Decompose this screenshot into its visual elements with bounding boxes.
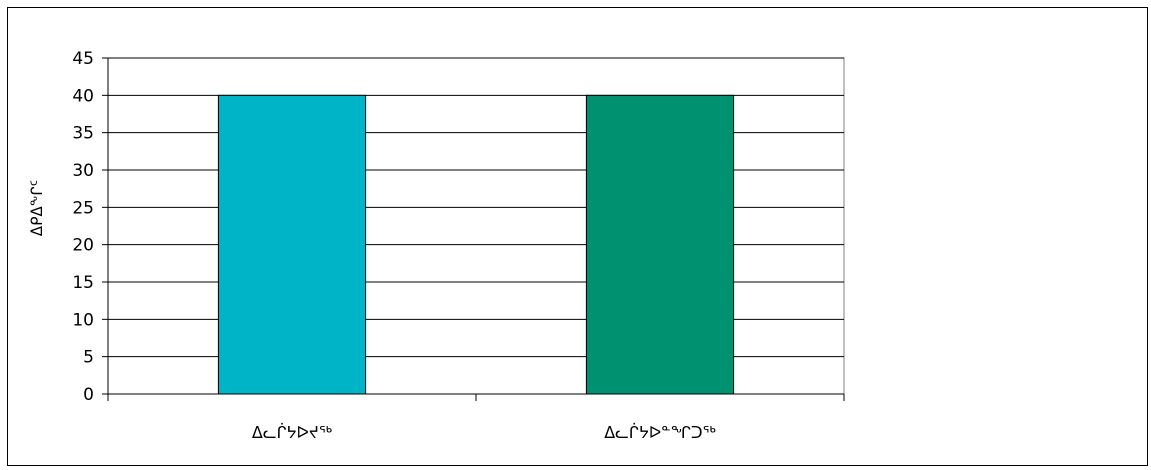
- y-tick-label: 0: [83, 385, 94, 405]
- x-category-label: ᐃᓚᒌᔭᐅᔪᖅ: [252, 423, 332, 442]
- axes: [102, 57, 845, 401]
- y-tick-label: 20: [72, 236, 94, 256]
- y-tick-labels: 0 5 10 15 20 25 30 35 40 45: [72, 49, 94, 405]
- y-tick-label: 10: [72, 310, 94, 330]
- y-tick-label: 45: [72, 49, 94, 69]
- y-tick-label: 25: [72, 198, 94, 218]
- y-tick-label: 40: [72, 86, 94, 106]
- bar-0: [217, 94, 367, 395]
- x-category-label: ᐃᓚᒌᔭᐅᓐᖏᑐᖅ: [604, 423, 716, 442]
- y-tick-label: 5: [83, 348, 94, 368]
- bars: [217, 94, 735, 395]
- y-tick-label: 30: [72, 161, 94, 181]
- y-tick-label: 35: [72, 124, 94, 144]
- bar-1: [585, 94, 735, 395]
- y-axis-title: ᐃᑭᐃᖕᒋᑦ: [28, 180, 46, 236]
- x-category-labels: ᐃᓚᒌᔭᐅᔪᖅ ᐃᓚᒌᔭᐅᓐᖏᑐᖅ: [252, 423, 716, 442]
- y-tick-label: 15: [72, 273, 94, 293]
